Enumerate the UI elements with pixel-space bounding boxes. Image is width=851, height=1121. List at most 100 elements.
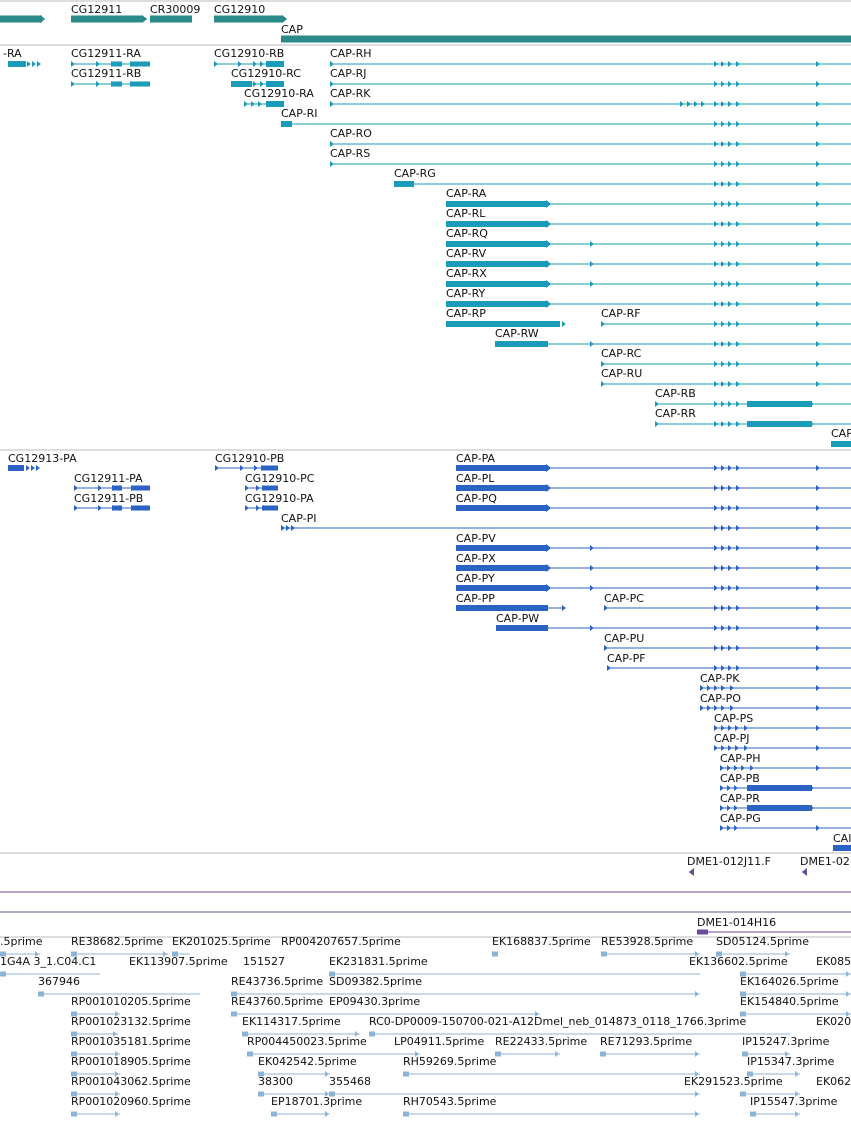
est-block[interactable] [740,1011,746,1017]
feature-label[interactable]: CG12913-PA [8,452,77,465]
est-label[interactable]: EK164026.5prime [740,975,839,988]
est-label[interactable]: IP15547.3prime [750,1095,838,1108]
exon-block[interactable] [446,281,548,287]
est-label[interactable]: EP09430.3prime [329,995,420,1008]
est-label[interactable]: EK020 [816,1015,851,1028]
est-label[interactable]: IP15247.3prime [742,1035,830,1048]
est-block[interactable] [71,1031,77,1037]
feature-label[interactable]: CG12910-RB [214,47,284,60]
gene-label[interactable]: CAP [281,23,303,36]
exon-block[interactable] [456,505,548,511]
est-block[interactable] [258,1091,264,1097]
est-label[interactable]: EK231831.5prime [329,955,428,968]
est-label[interactable]: 151527 [243,955,285,968]
exon-block[interactable] [747,805,812,811]
gene-span[interactable] [0,15,42,23]
est-label[interactable]: IP15347.3prime [747,1055,835,1068]
est-block[interactable] [0,951,6,957]
feature-label[interactable]: CAP-PK [700,672,740,685]
est-label[interactable]: EK168837.5prime [492,935,591,948]
est-label[interactable]: RE71293.5prime [600,1035,692,1048]
exon-block[interactable] [456,565,548,571]
feature-label[interactable]: CAP-RW [495,327,539,340]
est-block[interactable] [740,991,746,997]
gene-label[interactable]: CR30009 [150,3,200,16]
est-label[interactable]: SD09382.5prime [329,975,422,988]
feature-label[interactable]: CAP-RV [446,247,487,260]
est-label[interactable]: EK136602.5prime [689,955,788,968]
gene-label[interactable]: CG12911 [71,3,122,16]
feature-label[interactable]: CAP-RJ [330,67,366,80]
feature-label[interactable]: CAP-PB [720,772,760,785]
exon-block[interactable] [456,465,548,471]
est-label[interactable]: SD05124.5prime [716,935,809,948]
gene-span[interactable] [281,35,851,43]
est-label[interactable]: EK201025.5prime [172,935,271,948]
feature-label[interactable]: CG12910-PB [215,452,284,465]
feature-label[interactable]: CG12911-RA [71,47,141,60]
est-label[interactable]: RP004207657.5prime [281,935,401,948]
est-block[interactable] [747,1071,753,1077]
exon-block[interactable] [446,201,548,207]
est-label[interactable]: EK114317.5prime [242,1015,341,1028]
exon-block[interactable] [456,485,548,491]
exon-block[interactable] [446,301,548,307]
exon-block[interactable] [112,505,122,511]
feature-label[interactable]: CAP-RO [330,127,372,140]
est-block[interactable] [403,1071,409,1077]
est-block[interactable] [600,1051,606,1057]
est-label[interactable]: RP001018905.5prime [71,1055,191,1068]
est-block[interactable] [71,1011,77,1017]
feature-label[interactable]: CAP-PU [604,632,644,645]
feature-label[interactable]: CAP [831,427,851,440]
est-block[interactable] [740,1091,746,1097]
exon-block[interactable] [266,101,284,107]
exon-block[interactable] [262,485,278,491]
exon-block[interactable] [231,81,252,87]
feature-label[interactable]: CAP-PF [607,652,646,665]
exon-block[interactable] [747,785,812,791]
est-label[interactable]: EK113907.5prime [129,955,228,968]
est-label[interactable]: EK085 [816,955,851,968]
exon-block[interactable] [456,545,548,551]
feature-label[interactable]: CAP-PG [720,812,761,825]
feature-label[interactable]: CAP-RC [601,347,642,360]
feature-label[interactable]: CAP-RP [446,307,486,320]
est-block[interactable] [495,1051,501,1057]
est-label[interactable]: EK291523.5prime [684,1075,783,1088]
est-label[interactable]: RE43760.5prime [231,995,323,1008]
exon-block[interactable] [112,485,122,491]
bac-label[interactable]: DME1-02 [800,855,850,868]
gene-span[interactable] [71,15,143,23]
feature-label[interactable]: CG12911-RB [71,67,141,80]
feature-label[interactable]: CAP-RL [446,207,486,220]
feature-label[interactable]: CAP-RX [446,267,487,280]
exon-block[interactable] [131,485,150,491]
feature-label[interactable]: CAP-PJ [714,732,749,745]
est-block[interactable] [231,991,237,997]
feature-label[interactable]: -RA [3,47,22,60]
exon-block[interactable] [456,585,548,591]
gene-span[interactable] [150,15,192,23]
feature-label[interactable]: CAP-PY [456,572,495,585]
feature-label[interactable]: CG12911-PB [74,492,143,505]
exon-block[interactable] [831,441,851,447]
feature-label[interactable]: CAP-RR [655,407,696,420]
feature-label[interactable]: CAP-RG [394,167,436,180]
est-label[interactable]: RP001035181.5prime [71,1035,191,1048]
est-label[interactable]: RP001010205.5prime [71,995,191,1008]
est-label[interactable]: RE22433.5prime [495,1035,587,1048]
est-block[interactable] [71,951,77,957]
feature-label[interactable]: CAP-PC [604,592,644,605]
exon-block[interactable] [130,81,150,87]
feature-label[interactable]: CAP-PR [720,792,760,805]
feature-label[interactable]: CAP-RY [446,287,486,300]
est-block[interactable] [231,1011,237,1017]
feature-label[interactable]: CAI [833,832,851,845]
exon-block[interactable] [833,845,851,851]
feature-label[interactable]: CAP-PA [456,452,495,465]
feature-label[interactable]: CAP-RS [330,147,370,160]
feature-label[interactable]: CAP-RU [601,367,642,380]
est-label[interactable]: 367946 [38,975,80,988]
